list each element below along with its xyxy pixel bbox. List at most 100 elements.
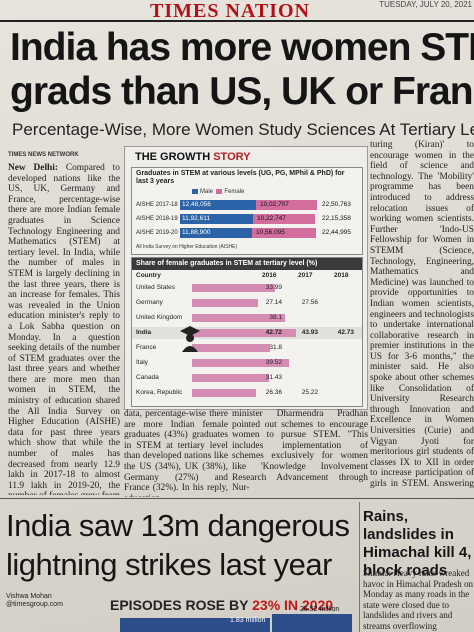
female-bar: 10,22,747: [253, 214, 315, 224]
byline: TIMES NEWS NETWORK: [8, 152, 79, 158]
male-bar: 12,48,056: [180, 200, 256, 210]
country-name: Italy: [136, 359, 148, 366]
infographic-title-b: STORY: [213, 151, 251, 163]
total-value: 22,44,995: [322, 229, 351, 236]
share-bar: [192, 329, 296, 337]
author-handle: @timesgroup.com: [6, 601, 63, 608]
infographic-title-a: THE GROWTH: [135, 151, 214, 163]
episodes-heading-a: EPISODES ROSE BY: [110, 597, 253, 613]
headline-line-2: grads than US, UK or France: [10, 70, 474, 113]
female-share-panel: Share of female graduates in STEM at ter…: [131, 257, 363, 407]
author: Vishwa Mohan @timesgroup.com: [6, 593, 63, 609]
country-row: Korea, Republic 26.36 25.22: [132, 387, 362, 399]
value-2016: 27.14: [265, 299, 282, 306]
section-rule: [0, 498, 474, 499]
graduate-icon: [180, 326, 200, 352]
data-source: All India Survey on Higher Education (AI…: [136, 244, 238, 250]
growth-story-infographic: THE GROWTH STORY Graduates in STEM at va…: [124, 146, 368, 410]
masthead: TIMES NATION: [150, 0, 310, 22]
author-name: Vishwa Mohan: [6, 593, 52, 600]
episodes-heading: EPISODES ROSE BY 23% IN 2020: [110, 597, 333, 613]
total-value: 22,50,763: [322, 201, 351, 208]
country-row: Germany 27.14 27.56: [132, 297, 362, 309]
episodes-value-2: 26.52 million: [300, 606, 340, 613]
column-divider: [359, 502, 360, 632]
episodes-bar-1: [120, 618, 270, 632]
episodes-bar-2: [272, 614, 352, 632]
article-column-4: turing (Kiran)' to encourage women in th…: [370, 140, 474, 488]
value-2016: 39.52: [265, 359, 282, 366]
female-share-title: Share of female graduates in STEM at ter…: [132, 258, 362, 270]
value-2016: 31.8: [269, 344, 282, 351]
article-text-1: Compared to developed nations like the U…: [8, 163, 120, 495]
value-2016: 38.1: [269, 314, 282, 321]
male-bar: 11,92,611: [180, 214, 253, 224]
share-bar: [192, 284, 275, 292]
himachal-text: Shimla: Heavy rains wreaked havoc in Him…: [363, 568, 473, 631]
value-2016: 42.72: [265, 329, 282, 336]
year-row: AISHE 2018-19 11,92,611 10,22,747 22,15,358: [136, 214, 360, 224]
country-row: Canada 31.43: [132, 372, 362, 384]
country-name: United States: [136, 284, 176, 291]
column-2016: 2016: [262, 272, 277, 279]
male-bar: 11,88,900: [180, 228, 252, 238]
year-label: AISHE 2017-18: [136, 202, 178, 208]
share-bar: [192, 344, 270, 352]
episodes-heading-b: 23% IN 2020: [252, 597, 334, 613]
headline-line-1: India has more women STEM: [10, 26, 474, 69]
value-2016: 26.36: [265, 389, 282, 396]
value-2017: 25.22: [301, 389, 318, 396]
masthead-rule: [0, 20, 474, 22]
country-name: Germany: [136, 299, 163, 306]
country-name: India: [136, 329, 152, 336]
female-bar: 10,56,095: [252, 228, 316, 238]
female-bar: 10,02,707: [256, 200, 317, 210]
article-column-3: minister Dharmendra Pradhan pointed out …: [232, 409, 368, 494]
year-row: AISHE 2017-18 12,48,056 10,02,707 22,50,763: [136, 200, 360, 210]
column-2017: 2017: [298, 272, 313, 279]
country-name: Korea, Republic: [136, 389, 183, 396]
country-row: Italy 39.52: [132, 357, 362, 369]
female-swatch: [216, 189, 223, 194]
legend: Male Female: [192, 189, 244, 195]
headline: India has more women STEM grads than US,…: [10, 26, 474, 114]
column-country: Country: [136, 272, 161, 279]
country-name: Canada: [136, 374, 159, 381]
article-column-1: New Delhi: Compared to developed nations…: [8, 163, 120, 495]
value-2017: 27.56: [301, 299, 318, 306]
value-2017: 43.93: [301, 329, 318, 336]
share-bar: [192, 299, 258, 307]
total-value: 22,15,358: [322, 215, 351, 222]
lightning-headline-2: lightning strikes last year: [6, 547, 332, 582]
value-2018: 42.73: [337, 329, 354, 336]
share-bar: [192, 389, 256, 397]
infographic-title: THE GROWTH STORY: [135, 151, 251, 163]
article-column-2: data, percentage-wise there are more Ind…: [124, 409, 228, 497]
subhead: Percentage-Wise, More Women Study Scienc…: [12, 120, 474, 139]
column-2018: 2018: [334, 272, 349, 279]
year-label: AISHE 2019-20: [136, 230, 178, 236]
country-name: United Kingdom: [136, 314, 183, 321]
male-swatch: [192, 189, 198, 194]
lightning-headline-1: India saw 13m dangerous: [6, 508, 350, 543]
legend-female: Female: [224, 189, 245, 196]
year-label: AISHE 2018-19: [136, 216, 178, 222]
graduates-panel: Graduates in STEM at various levels (UG,…: [131, 167, 363, 255]
dateline-place: New Delhi:: [8, 163, 58, 173]
country-name: France: [136, 344, 157, 351]
share-bar: [192, 359, 289, 367]
value-2016: 33.99: [265, 284, 282, 291]
dateline: TUESDAY, JULY 20, 2021: [379, 0, 472, 9]
himachal-headline: Rains, landslides in Himachal kill 4, bl…: [363, 508, 472, 579]
value-2016: 31.43: [265, 374, 282, 381]
graduates-panel-title: Graduates in STEM at various levels (UG,…: [136, 170, 345, 185]
country-row: India 42.72 43.93 42.73: [132, 327, 362, 339]
share-bar: [192, 374, 269, 382]
country-row: France 31.8: [132, 342, 362, 354]
share-bar: [192, 314, 285, 322]
year-row: AISHE 2019-20 11,88,900 10,56,095 22,44,995: [136, 228, 360, 238]
legend-male: Male: [200, 189, 214, 196]
country-row: United Kingdom 38.1: [132, 312, 362, 324]
episodes-value-1: 1.83 million: [230, 617, 266, 624]
